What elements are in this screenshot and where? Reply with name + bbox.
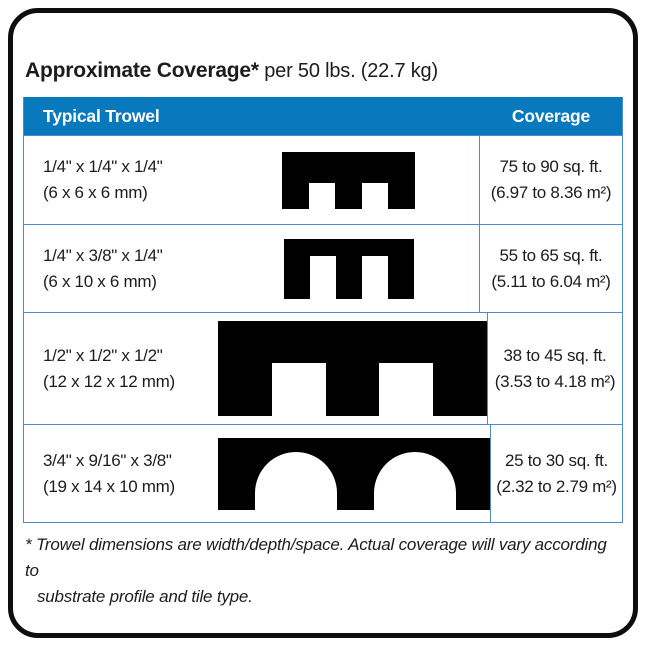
coverage-table: Typical Trowel Coverage 1/4" x 1/4" x 1/…: [23, 97, 623, 523]
table-row: 1/4" x 1/4" x 1/4" (6 x 6 x 6 mm) 75 to …: [24, 135, 622, 224]
table-row: 1/4" x 3/8" x 1/4" (6 x 10 x 6 mm) 55 to…: [24, 224, 622, 312]
coverage-cell: 25 to 30 sq. ft. (2.32 to 2.79 m²): [491, 425, 622, 522]
trowel-cell: 3/4" x 9/16" x 3/8" (19 x 14 x 10 mm): [24, 425, 491, 522]
trowel-size: 3/4" x 9/16" x 3/8" (19 x 14 x 10 mm): [24, 448, 218, 500]
trowel-size-mm: (6 x 6 x 6 mm): [43, 183, 148, 202]
table-row: 3/4" x 9/16" x 3/8" (19 x 14 x 10 mm) 25…: [24, 424, 622, 522]
footnote-line-2: substrate profile and tile type.: [37, 587, 253, 606]
coverage-sqm: (5.11 to 6.04 m²): [491, 271, 611, 291]
trowel-size-inches: 1/4" x 1/4" x 1/4": [43, 157, 163, 176]
table-header-row: Typical Trowel Coverage: [24, 97, 622, 135]
trowel-cell: 1/4" x 3/8" x 1/4" (6 x 10 x 6 mm): [24, 225, 480, 312]
footnote-line-1: * Trowel dimensions are width/depth/spac…: [25, 535, 607, 580]
trowel-cell: 1/4" x 1/4" x 1/4" (6 x 6 x 6 mm): [24, 136, 480, 224]
trowel-size-inches: 3/4" x 9/16" x 3/8": [43, 450, 172, 470]
square-notch-large-trowel-profile-icon: [218, 321, 487, 416]
title-suffix: per 50 lbs. (22.7 kg): [258, 60, 438, 82]
square-notch-trowel-profile-icon: [218, 151, 479, 209]
trowel-cell: 1/2" x 1/2" x 1/2" (12 x 12 x 12 mm): [24, 313, 488, 424]
trowel-size-mm: (19 x 14 x 10 mm): [43, 476, 175, 496]
coverage-cell: 75 to 90 sq. ft. (6.97 to 8.36 m²): [480, 136, 622, 224]
trowel-size: 1/2" x 1/2" x 1/2" (12 x 12 x 12 mm): [24, 343, 218, 395]
square-notch-deep-trowel-profile-icon: [218, 238, 479, 299]
trowel-size-inches: 1/4" x 3/8" x 1/4": [43, 245, 163, 265]
coverage-card: Approximate Coverage* per 50 lbs. (22.7 …: [8, 8, 638, 638]
coverage-cell: 55 to 65 sq. ft. (5.11 to 6.04 m²): [480, 225, 622, 312]
coverage-sqm: (3.53 to 4.18 m²): [494, 371, 616, 391]
coverage-sqft: 55 to 65 sq. ft.: [499, 245, 603, 265]
coverage-cell: 38 to 45 sq. ft. (3.53 to 4.18 m²): [488, 313, 622, 424]
footnote: * Trowel dimensions are width/depth/spac…: [25, 532, 621, 610]
coverage-sqm: (6.97 to 8.36 m²): [490, 183, 612, 202]
coverage-sqft: 75 to 90 sq. ft.: [499, 157, 603, 176]
title-main: Approximate Coverage*: [25, 59, 259, 82]
trowel-size: 1/4" x 3/8" x 1/4" (6 x 10 x 6 mm): [24, 243, 218, 295]
trowel-size-inches: 1/2" x 1/2" x 1/2": [43, 345, 163, 365]
page-title: Approximate Coverage* per 50 lbs. (22.7 …: [25, 59, 621, 83]
coverage-sqm: (2.32 to 2.79 m²): [496, 476, 617, 496]
header-typical-trowel: Typical Trowel: [43, 105, 160, 126]
trowel-size-mm: (6 x 10 x 6 mm): [43, 271, 157, 291]
u-notch-trowel-profile-icon: [218, 437, 490, 510]
trowel-size-mm: (12 x 12 x 12 mm): [43, 371, 175, 391]
header-coverage: Coverage: [511, 105, 591, 126]
coverage-sqft: 38 to 45 sq. ft.: [503, 345, 607, 365]
trowel-size: 1/4" x 1/4" x 1/4" (6 x 6 x 6 mm): [24, 154, 218, 206]
table-row: 1/2" x 1/2" x 1/2" (12 x 12 x 12 mm) 38 …: [24, 312, 622, 424]
coverage-sqft: 25 to 30 sq. ft.: [505, 450, 608, 470]
